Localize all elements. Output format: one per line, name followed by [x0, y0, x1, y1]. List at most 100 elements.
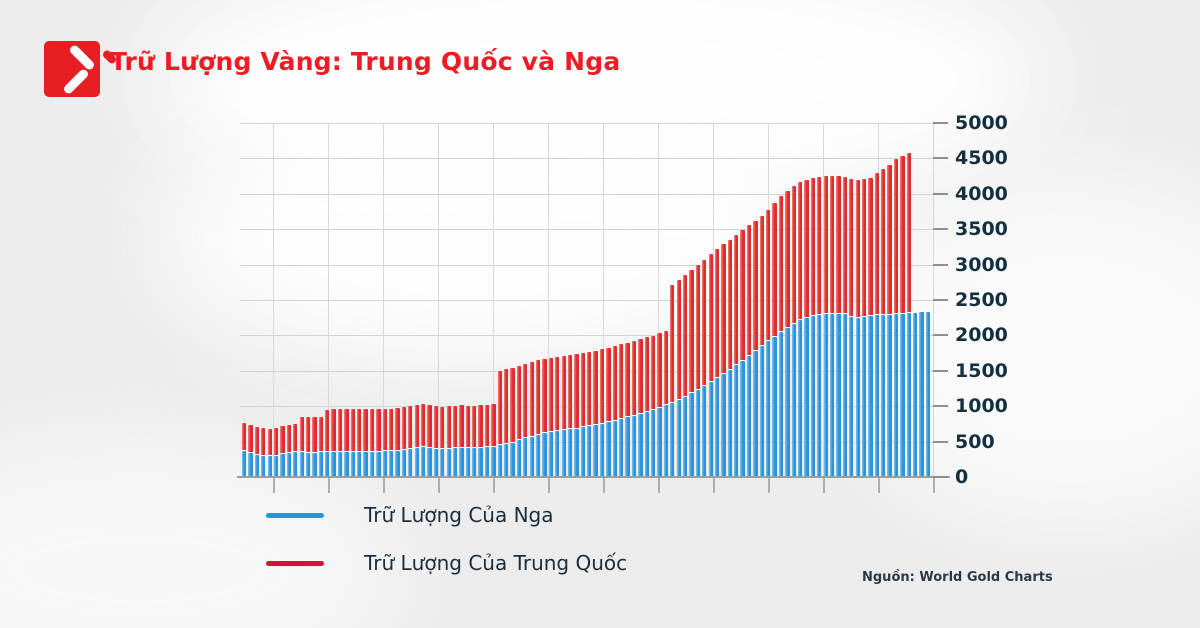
bar: [401, 407, 407, 477]
bar: [261, 427, 266, 477]
bar: [452, 405, 458, 477]
bar: [280, 426, 285, 477]
bar: [804, 179, 809, 477]
legend-label-china: Trữ Lượng Của Trung Quốc: [364, 551, 628, 575]
logo-stroke: [68, 43, 96, 72]
bar: [785, 190, 790, 477]
bar: [318, 416, 323, 477]
bar: [772, 203, 777, 477]
bar: [523, 363, 528, 477]
bar: [465, 405, 470, 477]
bar: [695, 265, 701, 477]
bar: [363, 409, 368, 477]
bar: [555, 356, 560, 477]
page-title: Trữ Lượng Vàng: Trung Quốc và Nga: [110, 47, 621, 76]
bar: [376, 409, 381, 477]
bar: [414, 405, 419, 477]
bar: [663, 330, 669, 477]
bar: [510, 367, 515, 477]
bar: [427, 405, 432, 477]
bar: [861, 179, 867, 477]
y-axis-label: 1500: [955, 359, 1008, 382]
legend-item-russia: Trữ Lượng Của Nga: [266, 503, 627, 527]
y-axis-label: 0: [955, 466, 969, 488]
bar: [344, 409, 349, 477]
y-axis-label: 4500: [955, 147, 1008, 170]
bar: [491, 404, 496, 477]
bar: [408, 406, 413, 477]
bar: [574, 353, 579, 477]
bar: [829, 176, 835, 477]
bar: [651, 335, 656, 477]
bar: [484, 404, 490, 477]
brand-logo-icon: [44, 40, 118, 98]
bar: [817, 176, 822, 477]
bar: [919, 311, 924, 477]
bar: [619, 344, 624, 477]
bar: [893, 158, 899, 477]
logo-square: [44, 41, 100, 97]
bar: [855, 179, 860, 477]
bar: [638, 339, 643, 477]
bar: [753, 220, 758, 477]
bar: [823, 176, 828, 477]
bar: [599, 349, 605, 477]
bar: [849, 178, 854, 477]
bar: [433, 406, 439, 477]
bar: [612, 346, 617, 477]
bar: [325, 409, 330, 477]
bar: [925, 310, 931, 477]
bar: [299, 416, 304, 477]
y-axis-label: 2500: [955, 289, 1008, 311]
bar: [606, 347, 611, 477]
bar: [254, 426, 260, 477]
bar: [516, 365, 522, 477]
bar: [504, 369, 509, 477]
bar: [587, 351, 592, 477]
bar: [797, 182, 803, 477]
bar: [395, 408, 400, 477]
bar: [670, 285, 675, 477]
bar: [459, 405, 464, 477]
bar: [810, 177, 816, 477]
bar: [631, 341, 637, 477]
bar: [305, 417, 311, 477]
bar: [791, 185, 796, 477]
source-note: Nguồn: World Gold Charts: [862, 570, 1053, 585]
bar: [446, 406, 451, 477]
bar: [267, 428, 272, 477]
bar: [357, 409, 362, 477]
bar: [440, 406, 445, 477]
bar: [369, 409, 375, 477]
bar: [900, 155, 905, 477]
bar: [567, 354, 573, 477]
y-axis-label: 1000: [955, 395, 1008, 418]
legend-swatch-russia: [266, 512, 324, 518]
bar: [913, 311, 918, 477]
bar: [580, 352, 585, 477]
bar: [778, 196, 784, 477]
bar: [561, 355, 566, 477]
bar: [382, 408, 387, 477]
bar: [337, 409, 343, 477]
bar: [420, 404, 426, 477]
bar: [593, 350, 598, 477]
bar: [721, 244, 726, 477]
bar: [331, 409, 336, 477]
bar: [714, 249, 720, 477]
bar: [682, 274, 688, 477]
bar: [702, 259, 707, 477]
legend-swatch-china: [266, 560, 324, 566]
bar: [350, 409, 355, 477]
bar: [906, 152, 911, 477]
bar: [529, 362, 534, 477]
bar: [535, 360, 541, 477]
y-axis-label: 500: [955, 430, 995, 453]
bar: [881, 168, 886, 477]
bar: [836, 176, 841, 477]
logo-stroke: [62, 67, 90, 96]
bar: [746, 225, 752, 477]
bar: [497, 370, 502, 477]
bar: [842, 176, 848, 477]
